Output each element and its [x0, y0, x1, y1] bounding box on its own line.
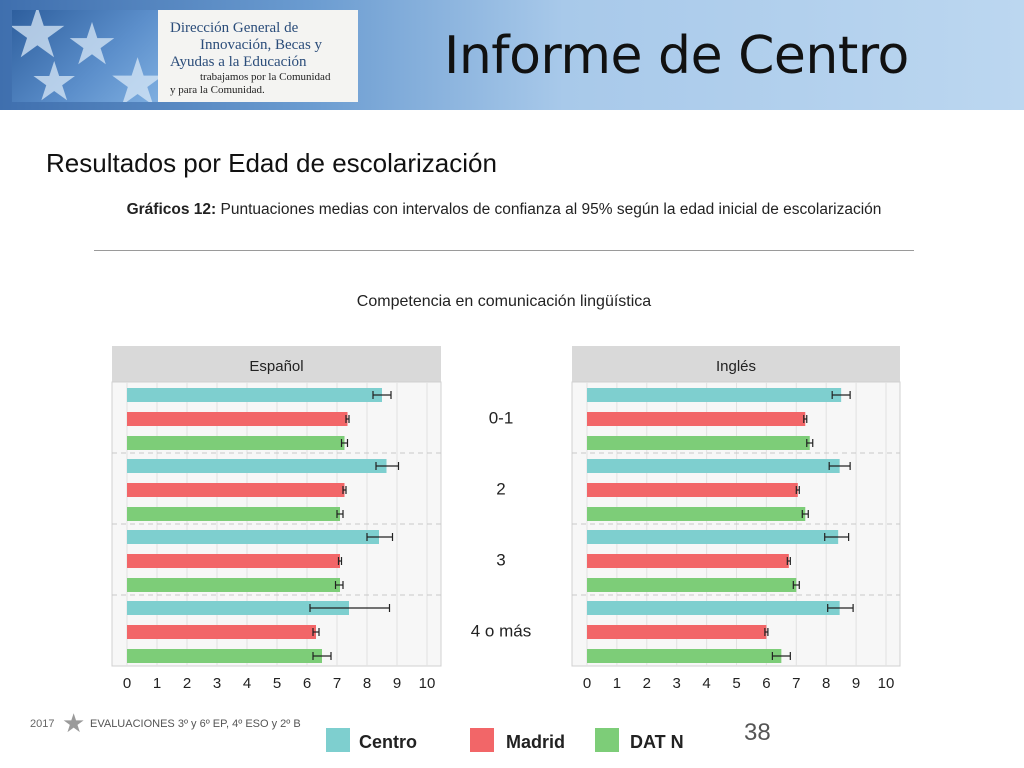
logo-line: Innovación, Becas y	[200, 37, 323, 53]
footer-year: 2017	[30, 718, 55, 730]
x-tick-label: 7	[792, 675, 800, 692]
star-icon: ★	[12, 10, 69, 74]
legend-label: Centro	[359, 732, 417, 752]
bar-dat-n	[127, 507, 340, 521]
header-banner: ★ ★ ★ ★ Dirección General de Innovación,…	[0, 0, 1024, 110]
bar-dat-n	[587, 578, 797, 592]
bar-centro	[127, 459, 387, 473]
bar-madrid	[587, 554, 789, 568]
x-tick-label: 0	[583, 675, 591, 692]
panel-strip	[112, 346, 441, 382]
page-title: Informe de Centro	[444, 26, 909, 86]
x-tick-label: 0	[123, 675, 131, 692]
bar-centro	[127, 530, 379, 544]
x-tick-label: 1	[613, 675, 621, 692]
x-tick-label: 5	[732, 675, 740, 692]
category-label: 2	[496, 480, 505, 499]
bar-centro	[127, 388, 382, 402]
bar-dat-n	[127, 436, 345, 450]
category-label: 3	[496, 551, 505, 570]
bar-dat-n	[127, 649, 322, 663]
bar-dat-n	[587, 507, 806, 521]
bar-dat-n	[127, 578, 340, 592]
x-tick-label: 3	[673, 675, 681, 692]
x-tick-label: 9	[852, 675, 860, 692]
page-number: 38	[744, 719, 771, 746]
panel-strip	[572, 346, 900, 382]
x-tick-label: 3	[213, 675, 221, 692]
x-tick-label: 2	[183, 675, 191, 692]
legend-label: Madrid	[506, 732, 565, 752]
bar-centro	[587, 601, 840, 615]
bar-dat-n	[587, 436, 810, 450]
x-tick-label: 8	[363, 675, 371, 692]
x-tick-label: 4	[243, 675, 251, 692]
x-tick-label: 10	[419, 675, 436, 692]
x-tick-label: 7	[333, 675, 341, 692]
x-tick-label: 8	[822, 675, 830, 692]
bar-centro	[127, 601, 349, 615]
figure-caption-label: Gráficos 12:	[126, 201, 217, 218]
logo-image: ★ ★ ★ ★	[12, 10, 158, 102]
bar-centro	[587, 530, 839, 544]
figure-caption-text: Puntuaciones medias con intervalos de co…	[216, 201, 882, 218]
bar-madrid	[127, 625, 316, 639]
logo-text-box: Dirección General de Innovación, Becas y…	[158, 10, 358, 102]
chart-title: Competencia en comunicación lingüística	[357, 293, 651, 310]
bar-madrid	[587, 412, 806, 426]
legend-label: DAT N	[630, 732, 684, 752]
caption-divider	[94, 250, 914, 251]
x-tick-label: 6	[762, 675, 770, 692]
bar-madrid	[127, 412, 348, 426]
logo-line: y para la Comunidad.	[170, 84, 265, 96]
legend-swatch	[595, 728, 619, 752]
bar-dat-n	[587, 649, 782, 663]
legend-swatch	[326, 728, 350, 752]
category-label: 4 o más	[471, 622, 531, 641]
category-label: 0-1	[489, 409, 514, 428]
star-icon: ★	[30, 50, 79, 102]
figure-caption: Gráficos 12: Puntuaciones medias con int…	[94, 196, 914, 223]
star-icon: ★	[66, 10, 118, 78]
bar-madrid	[587, 625, 767, 639]
bar-chart: Competencia en comunicación lingüística E…	[111, 293, 901, 752]
slide-subtitle: Resultados por Edad de escolarización	[46, 148, 497, 178]
logo-line: Ayudas a la Educación	[170, 54, 307, 70]
legend-swatch	[470, 728, 494, 752]
logo-line: trabajamos por la Comunidad	[200, 71, 331, 83]
x-tick-label: 2	[643, 675, 651, 692]
x-tick-label: 9	[393, 675, 401, 692]
star-icon: ★	[62, 709, 86, 739]
bar-madrid	[127, 483, 345, 497]
footer-text: EVALUACIONES 3º y 6º EP, 4º ESO y 2º B	[90, 718, 301, 730]
star-icon: ★	[108, 44, 158, 102]
bar-centro	[587, 459, 840, 473]
bar-madrid	[127, 554, 340, 568]
bar-centro	[587, 388, 842, 402]
panel-title: Inglés	[716, 358, 756, 375]
panel-title: Español	[249, 358, 303, 375]
logo-line: Dirección General de	[170, 20, 299, 36]
x-tick-label: 10	[878, 675, 895, 692]
x-tick-label: 6	[303, 675, 311, 692]
bar-madrid	[587, 483, 798, 497]
x-tick-label: 4	[702, 675, 710, 692]
x-tick-label: 5	[273, 675, 281, 692]
x-tick-label: 1	[153, 675, 161, 692]
